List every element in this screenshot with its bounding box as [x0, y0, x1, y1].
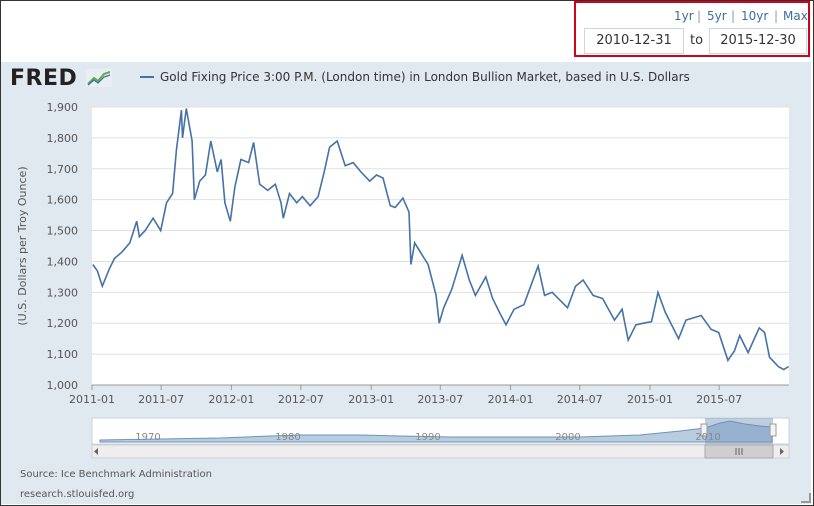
x-tick-label: 2013-07	[417, 393, 463, 406]
series-line	[92, 108, 790, 371]
range-separator: |	[774, 9, 779, 23]
navigator-year-label: 2010	[695, 432, 720, 443]
x-tick-label: 2012-07	[278, 393, 324, 406]
x-tick-label: 2015-07	[696, 393, 742, 406]
range-10yr-link[interactable]: 10yr	[741, 9, 769, 23]
navigator-year-label: 2000	[555, 432, 580, 443]
fred-logo-text: FRED	[10, 66, 78, 91]
x-tick-label: 2011-07	[138, 393, 184, 406]
end-date-input[interactable]: 2015-12-30	[709, 28, 807, 54]
y-tick-labels: 1,000 1,100 1,200 1,300 1,400 1,500 1,600 1,700…	[47, 101, 79, 392]
chart-legend[interactable]: Gold Fixing Price 3:00 P.M. (London time…	[140, 70, 690, 84]
source-note: Source: Ice Benchmark Administration	[20, 469, 212, 480]
x-tick-label: 2014-01	[488, 393, 534, 406]
y-tick-label: 1,100	[47, 348, 79, 361]
scrollbar-track[interactable]	[91, 444, 790, 459]
y-tick-label: 1,300	[47, 286, 79, 299]
x-tick-label: 2013-01	[348, 393, 394, 406]
navigator-year-label: 1980	[275, 432, 300, 443]
range-1yr-link[interactable]: 1yr	[674, 9, 694, 23]
date-range-selector: 1yr | 5yr | 10yr | Max 2010-12-31 to 201…	[574, 1, 810, 57]
scroll-left-icon[interactable]	[94, 448, 98, 455]
navigator-selected-range[interactable]	[705, 418, 773, 444]
navigator-year-label: 1970	[135, 432, 160, 443]
navigator-series	[99, 420, 773, 443]
grip-icon	[735, 448, 743, 455]
x-tick-label: 2014-07	[557, 393, 603, 406]
navigator-year-label: 1990	[415, 432, 440, 443]
y-tick-label: 1,400	[47, 255, 79, 268]
y-tick-label: 1,600	[47, 194, 79, 207]
scroll-right-icon[interactable]	[780, 448, 784, 455]
range-separator: |	[697, 9, 702, 23]
y-tick-label: 1,800	[47, 132, 79, 145]
start-date-input[interactable]: 2010-12-31	[584, 28, 684, 54]
range-max-link[interactable]: Max	[783, 9, 808, 23]
x-tick-label: 2011-01	[69, 393, 115, 406]
legend-swatch	[140, 76, 154, 78]
site-link[interactable]: research.stlouisfed.org	[20, 489, 135, 500]
x-tick-label: 2012-01	[208, 393, 254, 406]
x-tick-label: 2015-01	[627, 393, 673, 406]
fred-logo[interactable]: FRED	[10, 66, 113, 91]
y-tick-label: 1,200	[47, 317, 79, 330]
legend-series-label: Gold Fixing Price 3:00 P.M. (London time…	[160, 70, 690, 84]
navigator-labels: 1970 1980 1990 2000 2010	[135, 432, 720, 443]
range-separator: |	[731, 9, 736, 23]
y-tick-label: 1,700	[47, 163, 79, 176]
y-tick-label: 1,900	[47, 101, 79, 114]
resize-grip-icon[interactable]	[801, 493, 811, 503]
x-tick-labels: 2011-01 2011-07 2012-01 2012-07 2013-01 2013-…	[69, 385, 742, 406]
to-label: to	[690, 33, 704, 48]
navigator-left-handle[interactable]	[700, 423, 708, 437]
fred-logo-graph-icon	[86, 69, 113, 87]
range-5yr-link[interactable]: 5yr	[707, 9, 727, 23]
y-tick-label: 1,500	[47, 225, 79, 238]
y-tick-label: 1,000	[47, 379, 79, 392]
y-axis-label: (U.S. Dollars per Troy Ounce)	[16, 166, 29, 325]
navigator-right-handle[interactable]	[769, 423, 777, 437]
